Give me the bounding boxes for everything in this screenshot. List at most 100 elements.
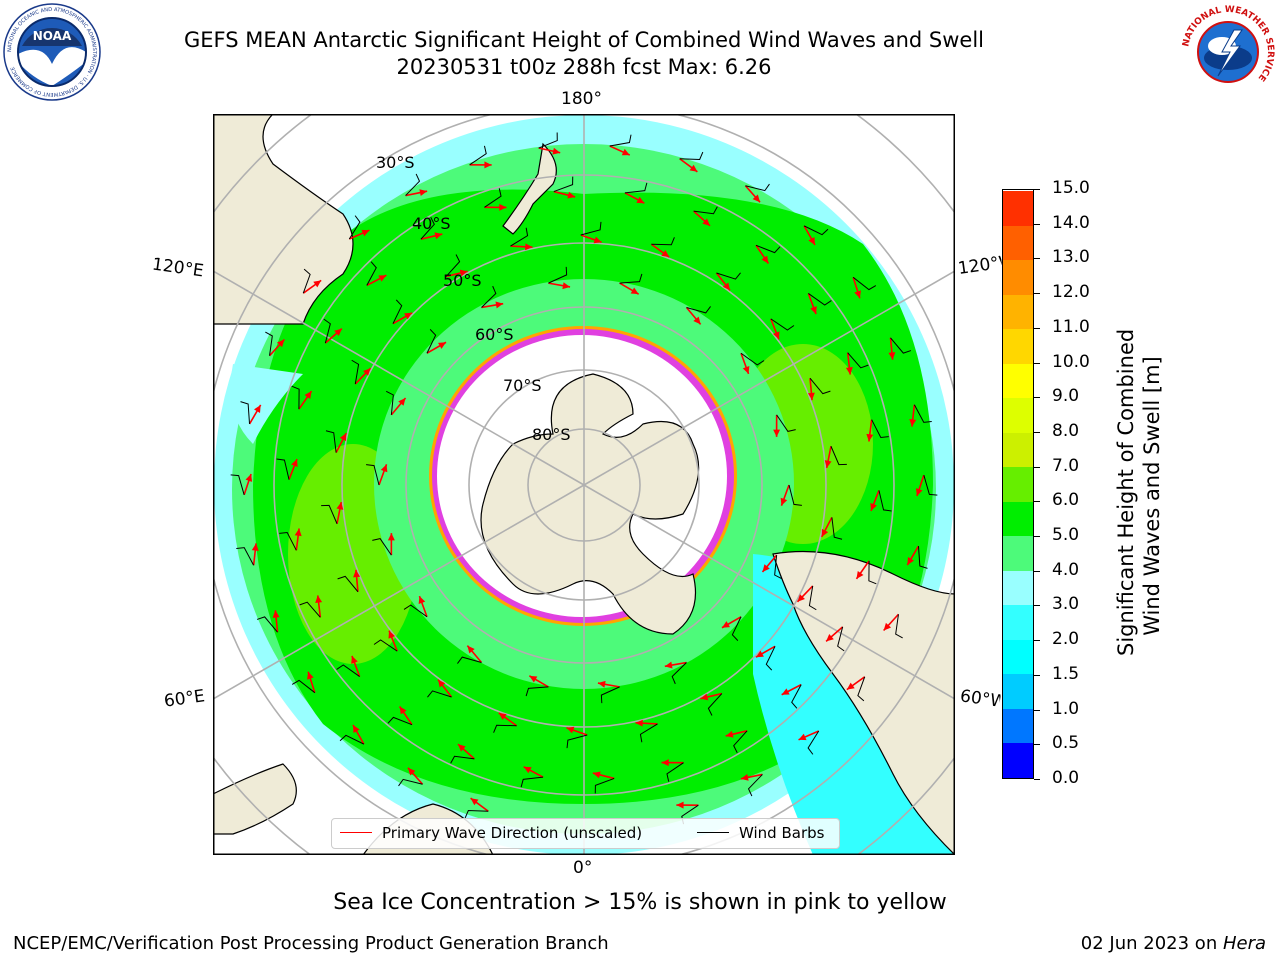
wind-barb <box>566 734 588 749</box>
wave-direction-arrowhead <box>661 759 669 767</box>
colorbar-tick-label: 4.0 <box>1052 559 1080 580</box>
colorbar-tick <box>1034 709 1040 711</box>
wave-direction-arrowhead <box>721 621 730 628</box>
wave-direction-arrowhead <box>808 237 815 245</box>
colorbar-tick-label: 5.0 <box>1052 525 1080 546</box>
wave-direction-arrowhead <box>353 569 361 578</box>
footer-machine: Hera <box>1222 933 1266 954</box>
wind-barb <box>351 359 360 385</box>
wind-barb <box>594 777 615 794</box>
wind-barb <box>679 151 704 160</box>
wind-barb <box>420 216 435 240</box>
vector-layer <box>230 132 938 825</box>
wind-barb <box>895 614 903 639</box>
wind-barb <box>755 244 781 254</box>
wind-barb <box>600 686 620 704</box>
wind-barb <box>733 730 748 754</box>
wave-direction-arrowhead <box>525 243 533 251</box>
wave-direction-arrowhead <box>689 164 698 172</box>
wind-barb <box>624 182 648 194</box>
colorbar-tick-label: 8.0 <box>1052 420 1080 441</box>
colorbar-tick-label: 3.0 <box>1052 594 1080 615</box>
wind-barb <box>464 810 489 819</box>
wind-barb <box>392 299 403 324</box>
wind-barb <box>837 626 845 652</box>
wave-direction-arrowhead <box>387 533 395 541</box>
wind-barb <box>403 604 428 618</box>
wind-barb <box>776 414 796 432</box>
sea-ice-caption: Sea Ice Concentration > 15% is shown in … <box>333 890 947 915</box>
wind-barb <box>256 616 278 633</box>
wave-direction-arrowhead <box>888 352 896 360</box>
colorbar-tick <box>1034 570 1040 572</box>
wind-barb <box>291 679 316 694</box>
wind-barb <box>548 266 568 284</box>
wind-barb <box>917 546 928 569</box>
wind-barb <box>788 484 802 506</box>
wind-barb <box>913 404 932 423</box>
colorbar-tick <box>1034 779 1040 780</box>
wave-direction-arrowhead <box>434 232 443 240</box>
colorbar-segment <box>1003 467 1033 502</box>
wind-barb <box>731 616 742 641</box>
wave-direction-arrowhead <box>353 725 360 733</box>
wind-barb <box>337 575 359 593</box>
colorbar-tick <box>1034 397 1040 399</box>
colorbar-tick <box>1034 189 1040 190</box>
wave-direction-arrowhead <box>459 269 468 277</box>
wave-direction-arrowhead <box>361 229 370 237</box>
wave-direction-arrowhead <box>304 391 312 400</box>
colorbar-tick-label: 2.0 <box>1052 629 1080 650</box>
wave-direction-arrowhead <box>336 502 344 510</box>
wave-direction-arrowhead <box>621 148 630 156</box>
wind-barb <box>745 183 770 192</box>
colorbar-segment <box>1003 570 1033 606</box>
wind-barb <box>765 646 776 671</box>
colorbar-label: Significant Height of Combined Wind Wave… <box>1113 329 1165 656</box>
wind-barb <box>339 734 365 745</box>
colorbar-tick-label: 15.0 <box>1052 178 1090 198</box>
wave-direction-arrowhead <box>592 771 601 779</box>
wave-direction-arrowhead <box>755 650 764 658</box>
wave-direction-arrowhead <box>824 460 832 468</box>
footer-date: 02 Jun 2023 on Hera <box>1081 933 1266 954</box>
colorbar-tick <box>1034 466 1040 468</box>
wave-direction-arrowhead <box>438 342 447 349</box>
wave-direction-arrowhead <box>339 433 347 442</box>
wind-barb <box>445 254 461 277</box>
colorbar <box>1002 189 1034 779</box>
wave-direction-arrowhead <box>664 661 673 669</box>
colorbar-segment <box>1003 743 1033 778</box>
map-legend: Primary Wave Direction (unscaled) Wind B… <box>331 818 840 849</box>
wave-direction-arrowhead <box>761 255 769 264</box>
wind-barb <box>809 377 831 395</box>
wind-barb <box>387 716 413 726</box>
wave-direction-arrowhead <box>363 368 371 376</box>
wave-direction-arrowhead <box>495 301 504 309</box>
wave-band-2-3m-australia <box>230 364 303 444</box>
wave-direction-arrowhead <box>821 528 829 537</box>
wave-direction-arrowhead <box>781 688 790 695</box>
wind-barb <box>230 474 245 495</box>
colorbar-tick <box>1034 258 1040 260</box>
wind-barb <box>520 776 544 788</box>
wave-direction-arrowhead <box>722 282 730 291</box>
wave-direction-arrowhead <box>334 328 342 337</box>
wave-direction-arrowhead <box>742 365 750 374</box>
wind-barb <box>747 774 763 797</box>
wave-direction-arrowhead <box>438 679 446 688</box>
wind-barb <box>538 132 558 149</box>
wind-barb <box>671 662 687 685</box>
lat-label-60s: 60°S <box>475 325 514 344</box>
lat-label-30s: 30°S <box>376 153 415 172</box>
colorbar-tick-label: 11.0 <box>1052 316 1090 337</box>
wave-direction-arrowhead <box>388 630 395 639</box>
madagascar-region <box>213 763 297 835</box>
antarctic-wave-map: 30°S 40°S 50°S 60°S 70°S 80°S <box>213 114 955 855</box>
wind-barb <box>265 331 273 356</box>
chart-subtitle: 20230531 t00z 288h fcst Max: 6.26 <box>396 55 772 79</box>
wind-barb <box>366 261 377 286</box>
wave-direction-arrowhead <box>276 339 285 348</box>
wind-barb <box>336 664 360 677</box>
colorbar-segment <box>1003 639 1033 675</box>
